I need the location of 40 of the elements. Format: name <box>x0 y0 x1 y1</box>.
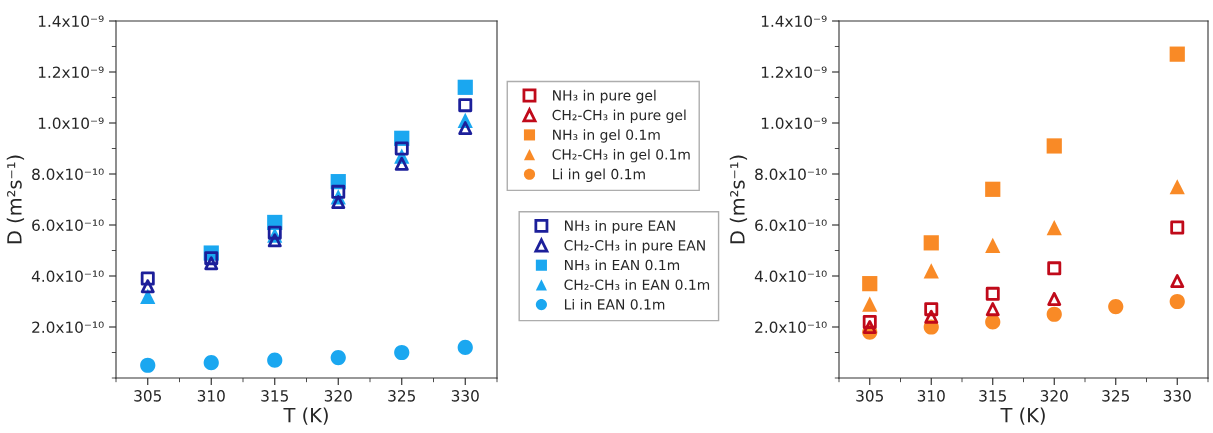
x-tick-label: 305 <box>856 390 883 402</box>
x-axis-title: T (K) <box>283 407 328 425</box>
legend-label: CH₂-CH₃ in pure EAN <box>564 239 705 254</box>
x-tick-label: 310 <box>917 390 945 402</box>
y-tick-label: 1.4x10⁻⁹ <box>38 15 104 28</box>
y-tick-label: 1.0x10⁻⁹ <box>38 117 104 130</box>
y-tick-label: 1.2x10⁻⁹ <box>761 66 827 79</box>
legend-label: NH₃ in EAN 0.1m <box>564 259 680 271</box>
x-tick-label: 325 <box>1102 390 1129 402</box>
x-tick-label: 325 <box>388 390 415 402</box>
x-tick-label: 315 <box>261 390 288 402</box>
y-tick-label: 6.0x10⁻¹⁰ <box>755 219 827 232</box>
y-tick-label: 6.0x10⁻¹⁰ <box>32 219 104 232</box>
legend-label: CH₂-CH₃ in gel 0.1m <box>552 148 690 163</box>
y-tick-label: 1.0x10⁻⁹ <box>761 117 827 130</box>
legend-label: CH₂-CH₃ in pure gel <box>552 109 686 123</box>
legend-label: NH₃ in pure gel <box>553 89 656 104</box>
y-tick-label: 1.2x10⁻⁹ <box>38 66 104 79</box>
legend-label: Li in EAN 0.1m <box>564 298 665 310</box>
x-tick-label: 330 <box>1163 390 1191 402</box>
y-axis-title: D (m²s⁻¹) <box>6 155 25 244</box>
y-tick-label: 8.0x10⁻¹⁰ <box>755 168 827 181</box>
legend-label: CH₂-CH₃ in EAN 0.1m <box>564 279 710 290</box>
legend-label: NH₃ in gel 0.1m <box>553 129 660 143</box>
y-tick-label: 2.0x10⁻¹⁰ <box>755 321 827 334</box>
legend-label: NH₃ in pure EAN <box>564 220 675 234</box>
y-axis-title: D (m²s⁻¹) <box>729 155 748 244</box>
x-tick-label: 305 <box>134 390 161 402</box>
x-tick-label: 330 <box>451 390 479 402</box>
x-tick-label: 310 <box>197 390 225 402</box>
y-tick-label: 8.0x10⁻¹⁰ <box>32 168 104 181</box>
x-tick-label: 320 <box>1040 390 1068 402</box>
x-tick-label: 320 <box>324 390 352 402</box>
x-axis-title: T (K) <box>1000 407 1045 425</box>
x-tick-label: 315 <box>979 390 1006 402</box>
y-tick-label: 2.0x10⁻¹⁰ <box>32 321 104 334</box>
legend-label: Li in gel 0.1m <box>553 168 645 183</box>
y-tick-label: 4.0x10⁻¹⁰ <box>31 270 104 283</box>
y-tick-label: 4.0x10⁻¹⁰ <box>754 270 827 283</box>
y-tick-label: 1.4x10⁻⁹ <box>761 15 827 28</box>
